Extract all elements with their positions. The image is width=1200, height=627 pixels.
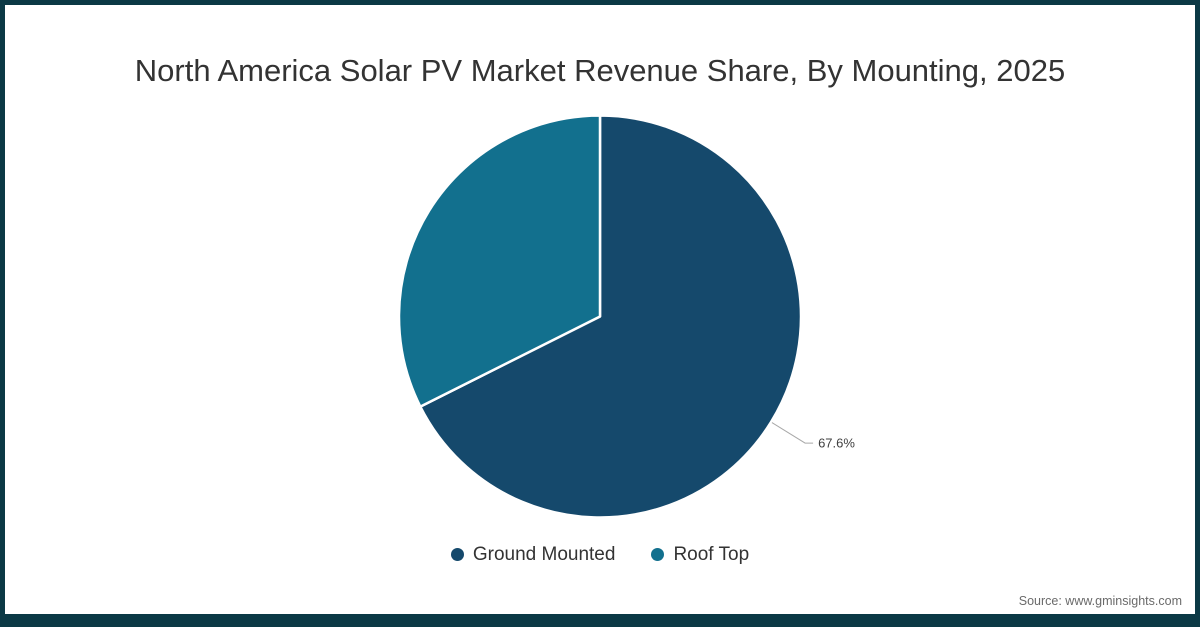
legend-marker-ground-mounted-icon xyxy=(450,547,464,561)
legend-item-roof-top[interactable]: Roof Top xyxy=(651,545,749,564)
legend: Ground Mounted Roof Top xyxy=(0,540,1200,568)
legend-item-ground-mounted[interactable]: Ground Mounted xyxy=(450,543,616,565)
data-label-leader-lines xyxy=(771,422,814,444)
legend-label-ground-mounted: Ground Mounted xyxy=(472,543,616,565)
pie-slice-ground-mounted xyxy=(419,114,803,519)
source-note: Source: www.gminsights.com xyxy=(1018,594,1182,608)
legend-label-roof-top: Roof Top xyxy=(673,543,750,565)
pie-slice-roof-top xyxy=(397,114,602,408)
legend-marker-roof-top-icon xyxy=(651,547,665,561)
chart-title: North America Solar PV Market Revenue Sh… xyxy=(134,53,1066,88)
pie-data-label: 67.6% xyxy=(818,436,855,451)
leader-line xyxy=(771,422,814,444)
pie-slices xyxy=(397,114,803,519)
bottom-bar xyxy=(0,614,1200,627)
